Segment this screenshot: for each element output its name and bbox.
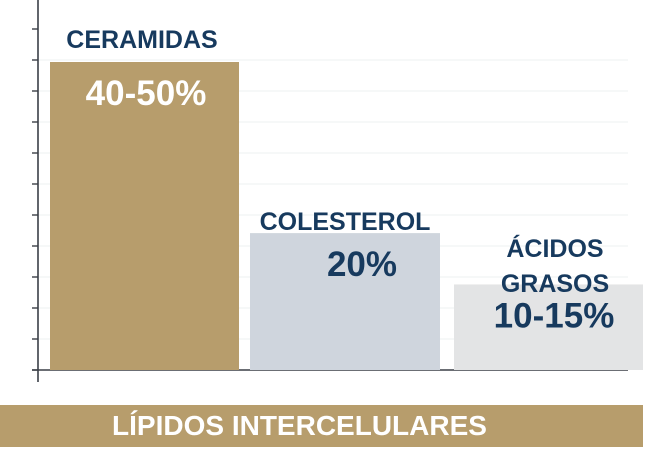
footer-label: LÍPIDOS INTERCELULARES xyxy=(112,410,487,441)
bar-1 xyxy=(50,62,239,370)
bar-value-label-3: 10-15% xyxy=(494,296,615,335)
category-label-2: COLESTEROL xyxy=(260,208,431,236)
bar-value-label-1: 40-50% xyxy=(86,74,207,113)
bars xyxy=(50,62,643,370)
bar-3 xyxy=(454,284,643,370)
bar-2 xyxy=(250,233,440,370)
category-label-3-line-1: ÁCIDOS xyxy=(506,234,603,263)
category-label-1: CERAMIDAS xyxy=(66,26,217,54)
footer-band: LÍPIDOS INTERCELULARES xyxy=(0,405,643,447)
bar-value-label-2: 20% xyxy=(327,245,397,284)
category-label-3-line-2: GRASOS xyxy=(501,270,609,298)
bar-labels: 40-50% CERAMIDAS 20% COLESTEROL 10-15% ÁCIDOS… xyxy=(66,26,614,335)
